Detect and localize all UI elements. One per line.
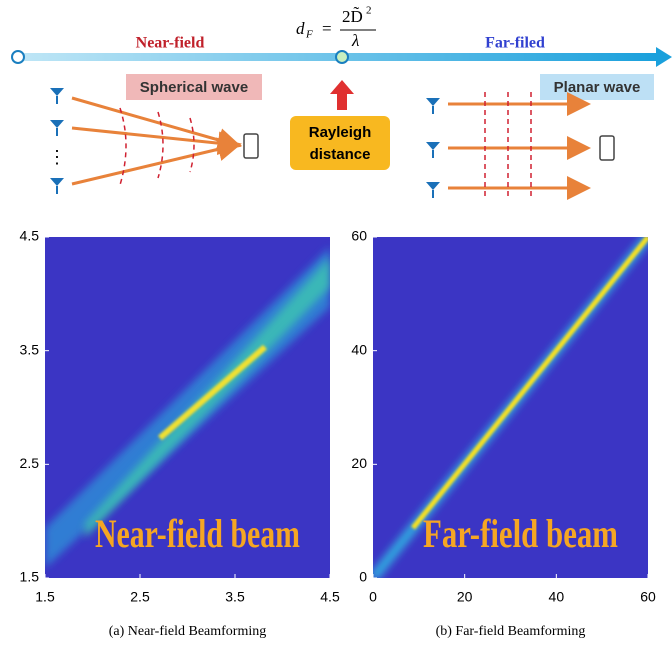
formula-lhs: d [296, 19, 305, 38]
formula-sub: F [305, 29, 313, 41]
caption: (b) Far-field Beamforming [436, 624, 586, 639]
rayleigh-text: distance [310, 146, 371, 163]
y-tick-label: 60 [351, 228, 367, 244]
x-tick-label: 1.5 [35, 589, 55, 605]
planar-label: Planar wave [554, 79, 641, 96]
y-tick-label: 3.5 [20, 341, 40, 357]
near-field-label: Near-field [136, 35, 205, 52]
y-tick-label: 0 [359, 569, 367, 585]
x-tick-label: 20 [457, 589, 473, 605]
up-arrow [330, 80, 354, 110]
figure: Near-field Far-filed d F = 2D̃ 2 λ Rayle… [0, 0, 672, 648]
x-tick-label: 2.5 [130, 589, 150, 605]
formula-equals: = [322, 19, 332, 38]
overlay-label: Near-field beam [95, 511, 300, 556]
formula: d F = 2D̃ 2 λ [296, 5, 376, 50]
x-tick-label: 0 [369, 589, 377, 605]
x-tick-label: 40 [549, 589, 565, 605]
caption: (a) Near-field Beamforming [109, 624, 267, 639]
spherical-label: Spherical wave [140, 79, 248, 96]
y-tick-label: 40 [351, 341, 367, 357]
y-tick-label: 2.5 [20, 455, 40, 471]
formula-numerator: 2D̃ [342, 7, 363, 26]
formula-sup: 2 [366, 5, 372, 17]
y-tick-label: 4.5 [20, 228, 40, 244]
diagram: Near-field Far-filed d F = 2D̃ 2 λ Rayle… [12, 5, 672, 200]
x-tick-label: 3.5 [225, 589, 245, 605]
rayleigh-text: Rayleigh [309, 124, 372, 141]
y-tick-label: 1.5 [20, 569, 40, 585]
arrow-head [656, 47, 672, 67]
ellipsis: ⋮ [48, 147, 66, 167]
formula-denominator: λ [351, 31, 359, 50]
far-field-label: Far-filed [485, 35, 545, 52]
x-tick-label: 4.5 [320, 589, 340, 605]
x-tick-label: 60 [640, 589, 656, 605]
overlay-label: Far-field beam [423, 511, 618, 556]
plots: 1.5 2.5 3.5 4.5 1.5 2.5 3.5 4.5 Near-field beam (… [20, 228, 656, 640]
start-point [12, 51, 24, 63]
boundary-point [336, 51, 348, 63]
y-tick-label: 20 [351, 455, 367, 471]
